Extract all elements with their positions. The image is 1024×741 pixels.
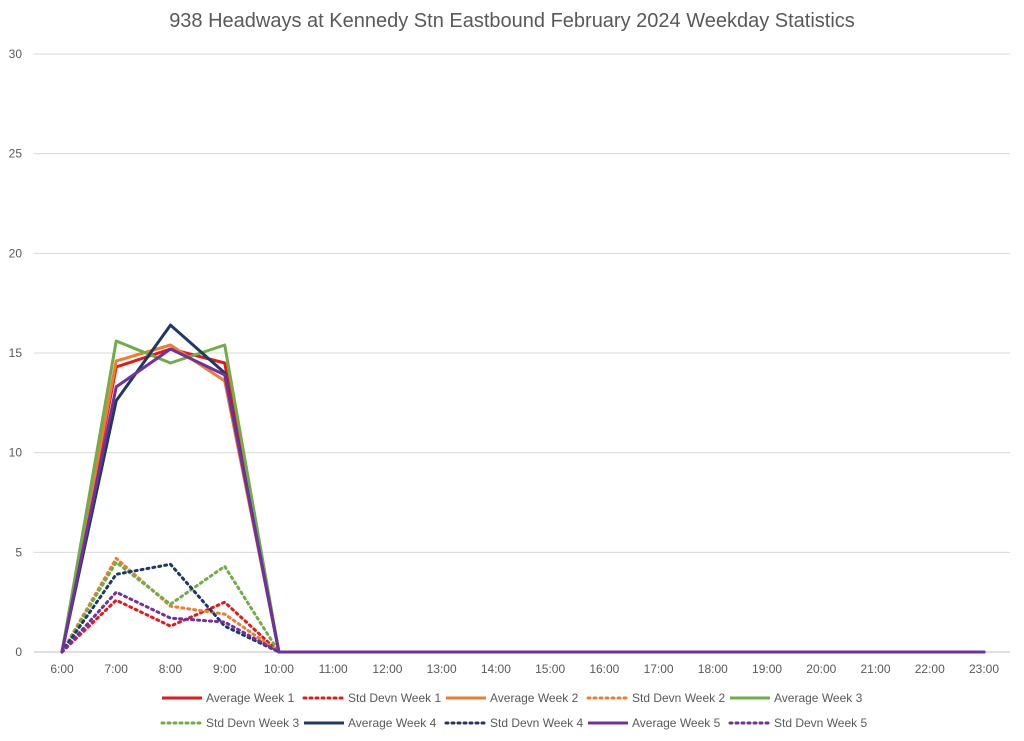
x-axis-ticks: 6:00 7:00 8:00 9:00 10:00 11:00 12:00 13:00 14:0…	[50, 662, 999, 676]
x-tick-label: 8:00	[159, 662, 183, 676]
legend-label: Std Devn Week 4	[490, 716, 583, 730]
series-line	[60, 323, 984, 654]
x-tick-label: 16:00	[589, 662, 619, 676]
x-tick-label: 23:00	[969, 662, 999, 676]
y-axis-ticks: 0 5 10 15 20 25 30	[9, 47, 23, 659]
x-tick-label: 11:00	[319, 662, 348, 676]
series-lines	[60, 323, 986, 654]
x-tick-label: 17:00	[644, 662, 674, 676]
x-tick-label: 18:00	[698, 662, 728, 676]
y-tick-label: 5	[15, 545, 22, 559]
x-tick-label: 21:00	[861, 662, 891, 676]
series-line	[60, 556, 986, 654]
legend-label: Std Devn Week 1	[348, 691, 441, 705]
y-tick-label: 10	[9, 446, 23, 460]
legend-label: Std Devn Week 3	[206, 716, 299, 730]
x-tick-label: 19:00	[752, 662, 782, 676]
legend-label: Average Week 1	[206, 691, 295, 705]
x-tick-label: 22:00	[915, 662, 945, 676]
series-line	[60, 347, 984, 654]
legend-label: Average Week 5	[632, 716, 721, 730]
x-tick-label: 14:00	[481, 662, 511, 676]
series-line	[60, 562, 986, 654]
series-line	[60, 598, 986, 654]
series-line	[60, 590, 986, 654]
series-line	[60, 339, 984, 654]
y-tick-label: 20	[9, 246, 23, 260]
x-tick-label: 12:00	[372, 662, 402, 676]
series-line	[60, 560, 986, 654]
x-tick-label: 7:00	[105, 662, 129, 676]
y-tick-label: 30	[9, 47, 23, 61]
legend-label: Std Devn Week 5	[774, 716, 867, 730]
x-tick-label: 9:00	[213, 662, 237, 676]
legend-label: Average Week 2	[490, 691, 579, 705]
y-tick-label: 25	[9, 147, 23, 161]
legend: Average Week 1 Std Devn Week 1 Average Wee…	[160, 691, 867, 730]
chart-title: 938 Headways at Kennedy Stn Eastbound Fe…	[169, 10, 855, 32]
x-tick-label: 13:00	[427, 662, 457, 676]
x-tick-label: 10:00	[264, 662, 294, 676]
series-line	[60, 347, 984, 654]
x-tick-label: 6:00	[50, 662, 74, 676]
y-tick-label: 15	[9, 346, 23, 360]
legend-label: Std Devn Week 2	[632, 691, 725, 705]
x-tick-label: 20:00	[806, 662, 836, 676]
x-tick-label: 15:00	[535, 662, 565, 676]
legend-label: Average Week 3	[774, 691, 863, 705]
series-line	[60, 343, 984, 654]
legend-label: Average Week 4	[348, 716, 437, 730]
y-tick-label: 0	[15, 645, 22, 659]
